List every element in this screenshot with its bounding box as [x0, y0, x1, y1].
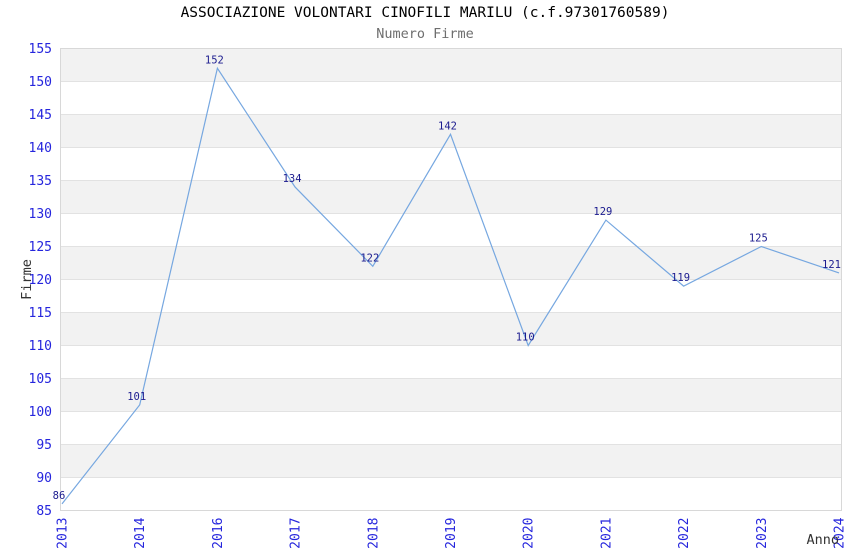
data-point-label: 125: [749, 233, 768, 245]
x-tick-label: 2024: [833, 517, 848, 548]
x-tick-label: 2016: [211, 518, 226, 549]
y-tick-label: 130: [29, 207, 52, 222]
data-point-label: 134: [283, 173, 302, 185]
data-point-label: 110: [516, 332, 535, 344]
x-tick-label: 2022: [677, 518, 692, 549]
y-tick-label: 85: [36, 504, 52, 519]
y-tick-label: 140: [29, 141, 52, 156]
data-point-label: 86: [53, 490, 66, 502]
x-tick-label: 2021: [599, 518, 614, 549]
plot-band: [60, 48, 842, 82]
plot-background-bands: [60, 48, 842, 478]
y-tick-label: 105: [29, 372, 52, 387]
plot-band: [60, 312, 842, 346]
y-tick-label: 120: [29, 273, 52, 288]
data-point-labels: 86 101 152 134 122 142 110 129 119 125 121: [53, 54, 841, 502]
plot-gridlines: [60, 81, 842, 478]
data-point-label: 122: [360, 252, 379, 264]
y-tick-label: 135: [29, 174, 52, 189]
plot-band: [60, 246, 842, 280]
y-axis-tick-labels: 85 90 95 100 105 110 115 120 125 130 135 140 145 150 1…: [29, 42, 52, 519]
data-point-label: 119: [671, 272, 690, 284]
data-point-label: 142: [438, 120, 457, 132]
y-axis-title: Firme: [19, 259, 35, 300]
chart-subtitle: Numero Firme: [376, 26, 474, 42]
data-point-label: 101: [127, 391, 146, 403]
plot-band: [60, 180, 842, 214]
data-point-label: 121: [822, 259, 841, 271]
x-axis-tick-labels: 2013 2014 2016 2017 2018 2019 2020 2021 2022 2023…: [56, 517, 848, 548]
x-tick-label: 2013: [56, 518, 71, 549]
x-axis-title: Anno: [806, 532, 839, 548]
y-tick-label: 150: [29, 75, 52, 90]
plot-band: [60, 378, 842, 412]
y-tick-label: 155: [29, 42, 52, 57]
y-tick-label: 110: [29, 339, 52, 354]
chart-title: ASSOCIAZIONE VOLONTARI CINOFILI MARILU (…: [180, 5, 670, 21]
series-line: [61, 66, 840, 505]
data-point-label: 152: [205, 54, 224, 66]
x-tick-label: 2023: [755, 518, 770, 549]
plot-border: [60, 48, 842, 511]
x-tick-label: 2020: [522, 518, 537, 549]
y-tick-label: 115: [29, 306, 52, 321]
y-tick-label: 90: [36, 471, 52, 486]
y-tick-label: 100: [29, 405, 52, 420]
plot-band: [60, 114, 842, 148]
x-tick-label: 2017: [289, 518, 304, 549]
y-tick-label: 95: [36, 438, 52, 453]
y-tick-label: 145: [29, 108, 52, 123]
x-tick-label: 2014: [133, 517, 148, 548]
plot-band: [60, 444, 842, 478]
data-point-label: 129: [593, 206, 612, 218]
x-tick-label: 2019: [444, 518, 459, 549]
y-tick-label: 125: [29, 240, 52, 255]
x-tick-label: 2018: [366, 518, 381, 549]
